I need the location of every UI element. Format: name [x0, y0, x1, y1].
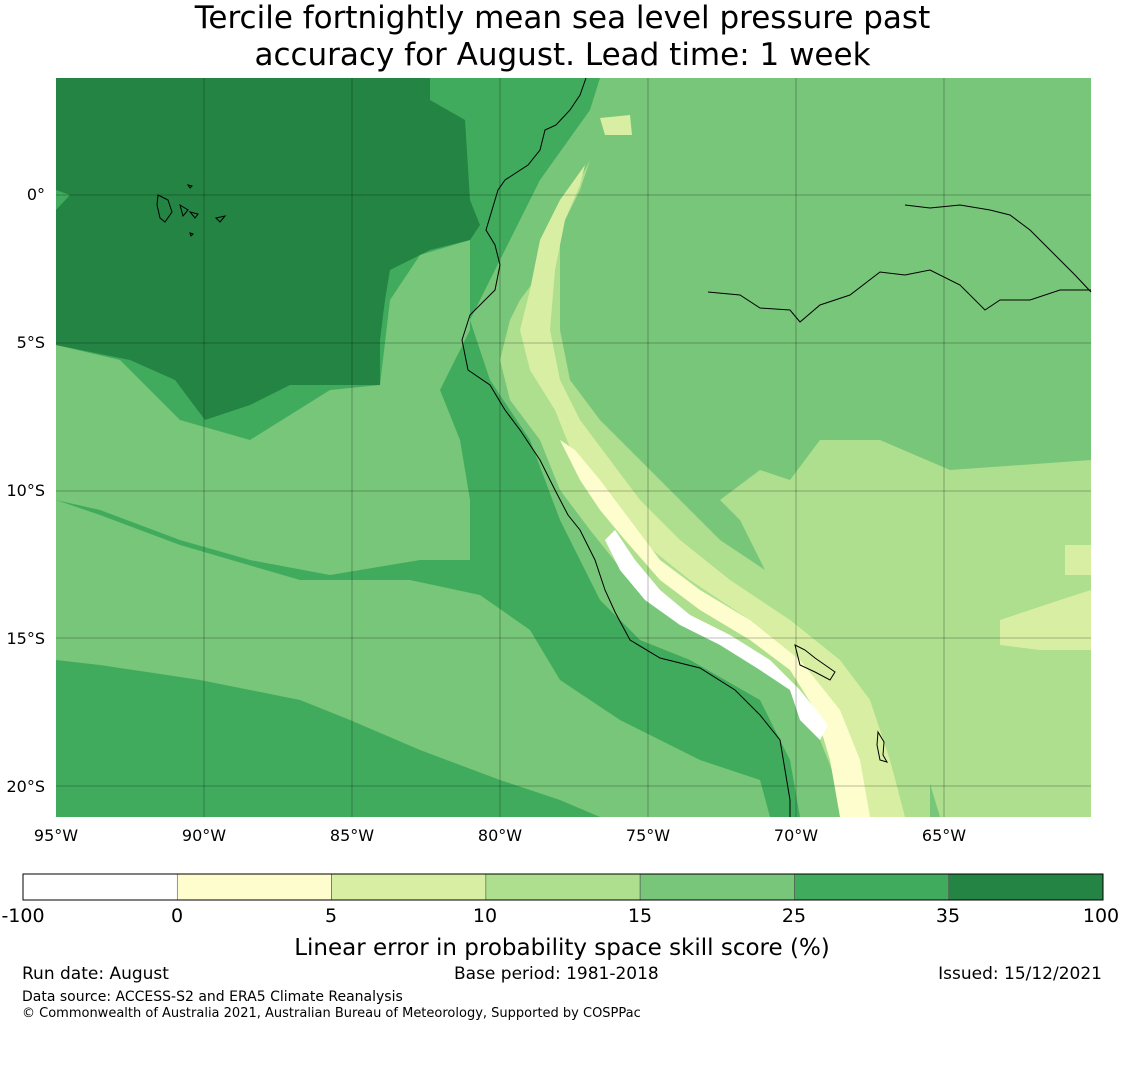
band-5-10-core [520, 165, 905, 817]
colorbar-swatch-0 [22, 873, 178, 901]
colorbar-swatch-6 [948, 873, 1104, 901]
lon-label-85w: 85°W [330, 826, 374, 845]
run-date: Run date: August [22, 964, 169, 984]
colorbar-swatch-3 [485, 873, 641, 901]
band-10-15-east [720, 440, 1091, 817]
band-0-5-core [560, 440, 870, 817]
lon-label-95w: 95°W [34, 826, 78, 845]
colorbar-swatch-5 [794, 873, 950, 901]
lon-label-75w: 75°W [626, 826, 670, 845]
lat-label-15s: 15°S [6, 629, 45, 648]
colorbar-swatches [22, 873, 1104, 901]
colorbar-swatch-4 [639, 873, 795, 901]
lat-label-10s: 10°S [6, 481, 45, 500]
colorbar-swatch-1 [176, 873, 332, 901]
cbar-tick-35: 35 [936, 905, 960, 927]
cbar-tick-5: 5 [325, 905, 337, 927]
colorbar-label: Linear error in probability space skill … [294, 935, 830, 961]
colorbar-frame [22, 873, 1104, 901]
cbar-tick-15: 15 [628, 905, 652, 927]
cbar-tick-0: 0 [171, 905, 183, 927]
colorbar-swatch-2 [331, 873, 487, 901]
lat-label-5s: 5°S [17, 333, 45, 352]
cbar-tick-100: 100 [1083, 905, 1119, 927]
lake-titicaca [794, 644, 836, 681]
lon-label-65w: 65°W [922, 826, 966, 845]
lat-label-20s: 20°S [6, 777, 45, 796]
latitude-labels: 0° 5°S 10°S 15°S 20°S [6, 185, 45, 796]
skill-field [56, 78, 1091, 817]
band-5-10-north [600, 115, 632, 135]
base-period: Base period: 1981-2018 [454, 964, 659, 984]
band-15-25-west-ocean [56, 240, 470, 575]
band-5-10-east-patch-2 [1065, 545, 1091, 575]
amazon-river-2 [707, 269, 1091, 323]
galapagos-islands [156, 184, 227, 237]
cbar-tick-10: 10 [473, 905, 497, 927]
cbar-tick-25: 25 [782, 905, 806, 927]
copyright: © Commonwealth of Australia 2021, Austra… [22, 1006, 641, 1021]
issued-date: Issued: 15/12/2021 [938, 964, 1102, 984]
longitude-labels: 95°W 90°W 85°W 80°W 75°W 70°W 65°W [34, 826, 966, 845]
cbar-tick-neg100: -100 [1, 905, 44, 927]
colorbar: -100 0 5 10 15 25 35 100 Linear error in… [1, 873, 1119, 961]
title-line-1: Tercile fortnightly mean sea level press… [194, 0, 931, 36]
south-america-coastline [461, 77, 791, 817]
band-35-100-northwest [56, 78, 480, 420]
map-title: Tercile fortnightly mean sea level press… [0, 0, 1125, 74]
data-source: Data source: ACCESS-S2 and ERA5 Climate … [22, 989, 403, 1005]
band-5-10-east-patch [1000, 590, 1091, 650]
lon-label-80w: 80°W [478, 826, 522, 845]
amazon-river [904, 204, 1092, 293]
band-neg-core [605, 530, 828, 740]
lat-label-0: 0° [27, 185, 45, 204]
graticule [56, 78, 1091, 817]
band-15-25-south-ocean [56, 500, 770, 817]
lon-label-70w: 70°W [774, 826, 818, 845]
lake-poopo [876, 730, 889, 763]
title-line-2: accuracy for August. Lead time: 1 week [254, 37, 871, 73]
lon-label-90w: 90°W [182, 826, 226, 845]
colorbar-tick-labels: -100 0 5 10 15 25 35 100 [1, 905, 1119, 927]
coastlines [461, 77, 1092, 817]
